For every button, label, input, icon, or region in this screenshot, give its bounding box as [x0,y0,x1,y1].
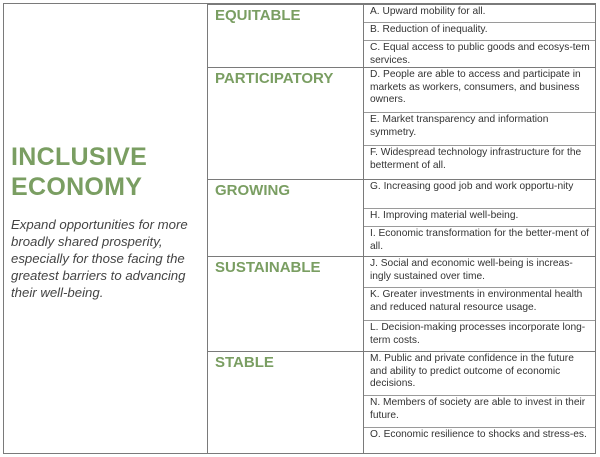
section-label: STABLE [215,354,274,371]
section-label: GROWING [215,182,290,199]
list-item: I. Economic transformation for the bette… [364,226,595,257]
overview-column: INCLUSIVE ECONOMY Expand opportunities f… [4,4,208,453]
section-items: D. People are able to access and partici… [363,68,595,179]
section-label: PARTICIPATORY [215,70,334,87]
list-item: K. Greater investments in environmental … [364,287,595,320]
list-item: H. Improving material well-being. [364,208,595,226]
list-item: B. Reduction of inequality. [364,22,595,40]
section-participatory: PARTICIPATORY D. People are able to acce… [208,67,595,179]
section-items: J. Social and economic well-being is inc… [363,257,595,351]
list-item: E. Market transparency and information s… [364,112,595,145]
list-item: A. Upward mobility for all. [370,6,486,17]
list-item: J. Social and economic well-being is inc… [370,258,573,282]
list-item: C. Equal access to public goods and ecos… [364,40,595,68]
overview-title: INCLUSIVE ECONOMY [11,143,148,201]
section-growing: GROWING G. Increasing good job and work … [208,179,595,256]
section-items: A. Upward mobility for all. B. Reduction… [363,5,595,67]
list-item: D. People are able to access and partici… [370,69,581,105]
section-items: G. Increasing good job and work opportu-… [363,180,595,256]
list-item: O. Economic resilience to shocks and str… [364,427,595,454]
list-item: N. Members of society are able to invest… [364,395,595,427]
overview-description: Expand opportunities for more broadly sh… [11,217,188,300]
section-stable: STABLE M. Public and private confidence … [208,351,595,453]
list-item: M. Public and private confidence in the … [370,353,574,389]
section-label: SUSTAINABLE [215,259,321,276]
list-item: G. Increasing good job and work opportu-… [370,181,574,192]
list-item: L. Decision-making processes incorporate… [364,320,595,352]
section-equitable: EQUITABLE A. Upward mobility for all. B.… [208,4,595,67]
section-sustainable: SUSTAINABLE J. Social and economic well-… [208,256,595,351]
list-item: F. Widespread technology infrastructure … [364,145,595,180]
section-items: M. Public and private confidence in the … [363,352,595,453]
section-label: EQUITABLE [215,7,301,24]
framework-table: INCLUSIVE ECONOMY Expand opportunities f… [3,3,596,454]
